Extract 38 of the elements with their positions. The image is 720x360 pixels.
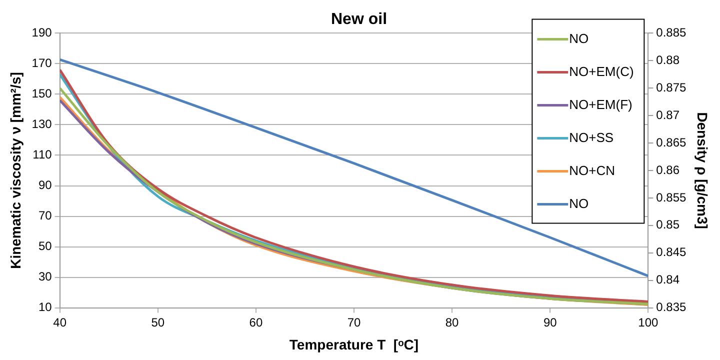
legend-label: NO bbox=[569, 30, 589, 46]
y2-tick-label: 0.855 bbox=[656, 190, 687, 204]
y-tick-label: 10 bbox=[38, 300, 52, 314]
x-axis-title: Temperature T [ᵒC] bbox=[289, 336, 419, 352]
y2-tick-label: 0.88 bbox=[656, 52, 680, 67]
y-tick-label: 50 bbox=[38, 239, 52, 254]
y2-tick-label: 0.865 bbox=[656, 135, 687, 150]
legend-label: NO+EM(C) bbox=[569, 64, 634, 79]
x-tick-label: 100 bbox=[638, 315, 659, 330]
x-tick-label: 70 bbox=[347, 315, 361, 330]
y-tick-label: 90 bbox=[38, 178, 52, 192]
y2-tick-label: 0.87 bbox=[656, 108, 680, 122]
y2-tick-label: 0.85 bbox=[656, 218, 680, 232]
y-tick-label: 130 bbox=[32, 117, 52, 132]
x-tick-label: 40 bbox=[53, 315, 67, 330]
y2-tick-label: 0.845 bbox=[656, 245, 687, 260]
legend-label: NO+EM(F) bbox=[569, 96, 632, 112]
y-tick-label: 150 bbox=[32, 86, 52, 101]
y-tick-label: 110 bbox=[32, 148, 52, 162]
y2-tick-label: 0.875 bbox=[656, 80, 687, 94]
y2-tick-label: 0.86 bbox=[656, 162, 680, 177]
y-tick-label: 170 bbox=[32, 56, 52, 70]
y-tick-label: 190 bbox=[32, 26, 52, 40]
y2-tick-label: 0.835 bbox=[656, 300, 687, 314]
y-axis-title: Kinematic viscosity ν [mm²/s] bbox=[7, 72, 24, 269]
y-tick-label: 30 bbox=[38, 270, 52, 284]
x-tick-label: 50 bbox=[151, 315, 165, 330]
x-tick-label: 90 bbox=[543, 315, 558, 330]
y-tick-label: 70 bbox=[38, 208, 52, 223]
y2-tick-label: 0.84 bbox=[656, 272, 680, 287]
legend-label: NO+CN bbox=[569, 162, 616, 178]
legend-label: NO bbox=[569, 196, 589, 211]
x-tick-label: 60 bbox=[249, 315, 263, 330]
y2-tick-label: 0.885 bbox=[656, 26, 687, 40]
x-tick-label: 80 bbox=[445, 315, 460, 330]
chart-title: New oil bbox=[330, 11, 388, 28]
y2-axis-title: Density ρ [g/cm3] bbox=[694, 112, 711, 229]
legend-label: NO+SS bbox=[569, 130, 614, 145]
